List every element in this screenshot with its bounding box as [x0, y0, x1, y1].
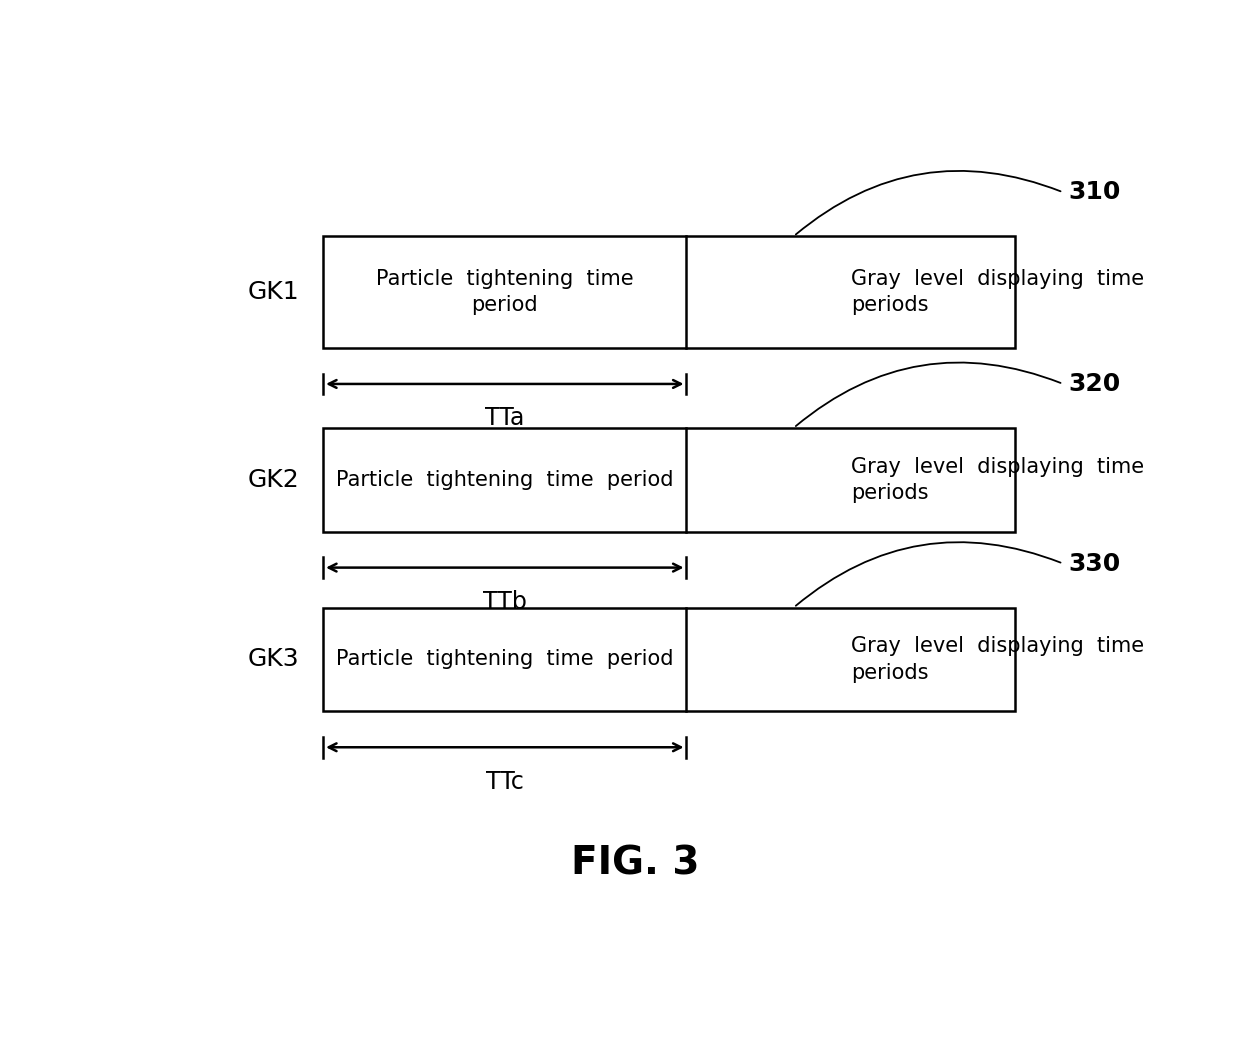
- Text: Particle  tightening  time  period: Particle tightening time period: [336, 649, 673, 670]
- Text: 310: 310: [1068, 180, 1120, 204]
- Text: GK1: GK1: [248, 280, 299, 304]
- Bar: [324, 608, 1016, 711]
- Text: TTc: TTc: [486, 769, 523, 793]
- Text: TTa: TTa: [485, 407, 525, 430]
- Text: FIG. 3: FIG. 3: [572, 844, 699, 882]
- Text: Gray  level  displaying  time
periods: Gray level displaying time periods: [851, 456, 1143, 503]
- Text: Gray  level  displaying  time
periods: Gray level displaying time periods: [851, 637, 1143, 682]
- Bar: [324, 428, 1016, 532]
- Text: TTb: TTb: [482, 590, 527, 614]
- Text: Particle  tightening  time  period: Particle tightening time period: [336, 470, 673, 489]
- Text: Particle  tightening  time
period: Particle tightening time period: [376, 269, 634, 315]
- Bar: [324, 236, 1016, 348]
- Text: 330: 330: [1068, 552, 1120, 576]
- Text: 320: 320: [1068, 372, 1120, 396]
- Text: GK3: GK3: [248, 647, 299, 671]
- Text: GK2: GK2: [248, 468, 299, 492]
- Text: Gray  level  displaying  time
periods: Gray level displaying time periods: [851, 269, 1143, 315]
